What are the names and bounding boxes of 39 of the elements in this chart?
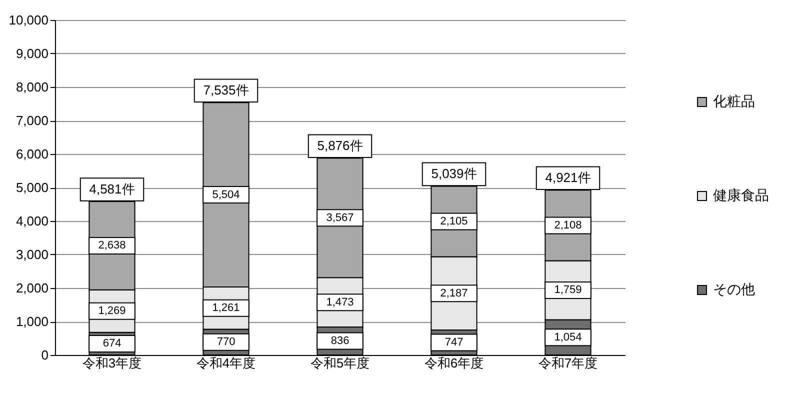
data-label: 1,054 bbox=[554, 331, 582, 344]
y-tick-label: 5,000 bbox=[16, 180, 48, 195]
legend-label: 健康食品 bbox=[713, 187, 769, 203]
y-tick-label: 9,000 bbox=[16, 46, 48, 61]
x-tick-label: 令和5年度 bbox=[310, 356, 370, 370]
data-label: 1,269 bbox=[98, 305, 126, 318]
legend-label: 化粧品 bbox=[713, 93, 755, 109]
y-tick-label: 1,000 bbox=[16, 314, 48, 329]
data-label: 747 bbox=[444, 336, 464, 348]
data-label: 674 bbox=[102, 338, 122, 350]
total-label: 4,921件 bbox=[545, 170, 591, 186]
y-tick-label: 0 bbox=[41, 348, 48, 362]
total-label: 5,039件 bbox=[431, 166, 477, 182]
data-label: 1,473 bbox=[326, 296, 354, 308]
data-label: 1,261 bbox=[212, 302, 240, 314]
data-label: 836 bbox=[330, 334, 350, 347]
x-tick-label: 令和3年度 bbox=[82, 356, 142, 370]
data-label: 1,759 bbox=[554, 284, 582, 296]
data-label: 2,105 bbox=[440, 215, 468, 228]
total-label: 5,876件 bbox=[317, 138, 363, 154]
total-label: 4,581件 bbox=[89, 182, 135, 197]
data-label: 2,638 bbox=[98, 240, 126, 252]
y-tick-label: 10,000 bbox=[8, 12, 48, 28]
y-tick-label: 8,000 bbox=[16, 80, 48, 94]
x-tick-label: 令和4年度 bbox=[196, 356, 256, 370]
legend-label: その他 bbox=[713, 281, 755, 297]
data-label: 2,187 bbox=[440, 287, 468, 300]
x-tick-label: 令和6年度 bbox=[424, 356, 484, 370]
data-label: 5,504 bbox=[212, 188, 240, 201]
data-label: 770 bbox=[216, 336, 236, 348]
data-label: 2,108 bbox=[554, 219, 582, 232]
y-tick-label: 2,000 bbox=[16, 280, 48, 296]
y-tick-label: 3,000 bbox=[16, 247, 48, 262]
y-tick-label: 4,000 bbox=[16, 214, 48, 228]
x-tick-label: 令和7年度 bbox=[538, 356, 598, 370]
y-tick-label: 6,000 bbox=[16, 146, 48, 162]
total-label: 7,535件 bbox=[203, 82, 249, 98]
data-label: 3,567 bbox=[326, 212, 354, 224]
y-tick-label: 7,000 bbox=[16, 113, 48, 128]
